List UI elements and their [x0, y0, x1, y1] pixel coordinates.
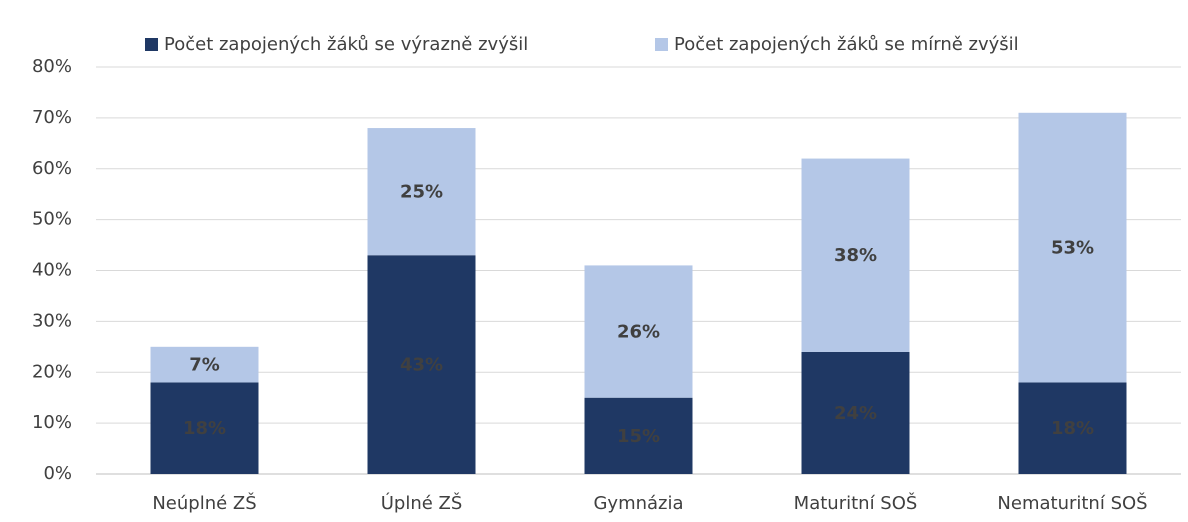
y-tick-label: 60% — [32, 158, 72, 179]
x-tick-label: Gymnázia — [593, 493, 683, 514]
y-tick-label: 10% — [32, 412, 72, 433]
legend-swatch — [145, 38, 158, 51]
y-tick-label: 0% — [43, 463, 72, 484]
bar-segment — [584, 265, 693, 398]
bar-segment — [584, 397, 693, 474]
data-label: 7% — [189, 355, 220, 376]
data-label: 18% — [1051, 418, 1094, 439]
data-label: 18% — [183, 418, 226, 439]
x-tick-label: Neúplné ZŠ — [152, 492, 256, 514]
bar-segment — [150, 346, 259, 383]
bar-segment — [801, 158, 910, 352]
y-tick-label: 70% — [32, 107, 72, 128]
data-label: 25% — [400, 182, 443, 203]
bar-segment — [1018, 112, 1127, 383]
legend-swatch — [655, 38, 668, 51]
bar-segment — [150, 382, 259, 474]
bar-segment — [367, 255, 476, 474]
x-tick-label: Maturitní SOŠ — [794, 492, 918, 514]
x-tick-label: Úplné ZŠ — [381, 492, 463, 514]
y-tick-label: 30% — [32, 310, 72, 331]
data-label: 15% — [617, 426, 660, 447]
data-label: 38% — [834, 245, 877, 266]
data-label: 53% — [1051, 238, 1094, 259]
data-label: 26% — [617, 322, 660, 343]
bar-segment — [1018, 382, 1127, 474]
bar-segment — [367, 128, 476, 256]
y-tick-label: 80% — [32, 56, 72, 77]
data-label: 43% — [400, 355, 443, 376]
y-tick-label: 20% — [32, 361, 72, 382]
x-tick-label: Nematuritní SOŠ — [997, 492, 1147, 514]
legend-label: Počet zapojených žáků se mírně zvýšil — [674, 34, 1019, 55]
legend-label: Počet zapojených žáků se výrazně zvýšil — [164, 34, 528, 55]
y-tick-label: 50% — [32, 209, 72, 230]
data-label: 24% — [834, 403, 877, 424]
bar-segment — [801, 351, 910, 474]
y-tick-label: 40% — [32, 260, 72, 281]
